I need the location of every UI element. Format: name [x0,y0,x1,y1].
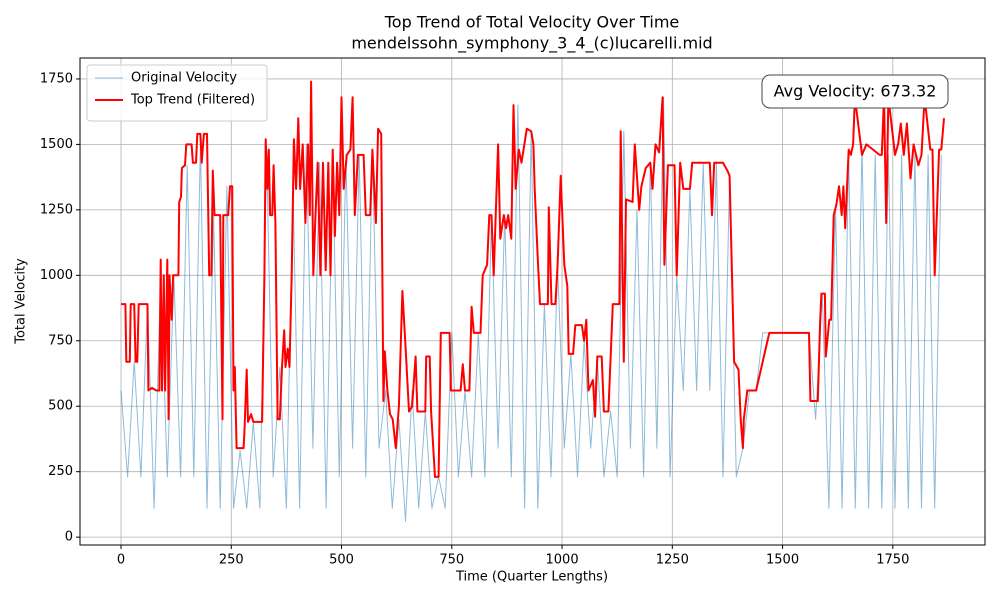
x-tick-label: 250 [219,553,244,568]
legend: Original Velocity Top Trend (Filtered) [86,64,268,122]
x-tick-label: 0 [117,553,125,568]
x-tick-label: 500 [329,553,354,568]
plot-area: 0 250 500 750 1000 1250 1500 1750 0 250 500 750 1000… [40,57,986,568]
y-tick-label: 250 [48,464,73,479]
y-tick-label: 500 [48,399,73,414]
annotation: Avg Velocity: 673.32 [774,82,937,101]
chart-title: Top Trend of Total Velocity Over Time [384,13,680,32]
annotation-box [761,74,949,109]
y-tick-label: 1250 [40,202,73,217]
legend-box [86,64,268,122]
y-axis-label: Total Velocity [14,258,29,345]
chart-subtitle: mendelssohn_symphony_3_4_(c)lucarelli.mi… [351,34,712,54]
x-axis-label: Time (Quarter Lengths) [455,570,608,585]
legend-label: Original Velocity [131,71,237,86]
legend-label: Top Trend (Filtered) [130,93,255,108]
y-tick-label: 750 [48,333,73,348]
y-tick-label: 0 [65,530,73,545]
x-tick-label: 1000 [546,553,579,568]
y-tick-label: 1500 [40,137,73,152]
y-tick-label: 1750 [40,71,73,86]
series-line [121,80,945,478]
x-tick-label: 1500 [766,553,799,568]
x-tick-label: 750 [439,553,464,568]
plot-frame [79,57,986,546]
x-tick-label: 1750 [876,553,909,568]
y-tick-label: 1000 [40,268,73,283]
x-tick-label: 1250 [656,553,689,568]
